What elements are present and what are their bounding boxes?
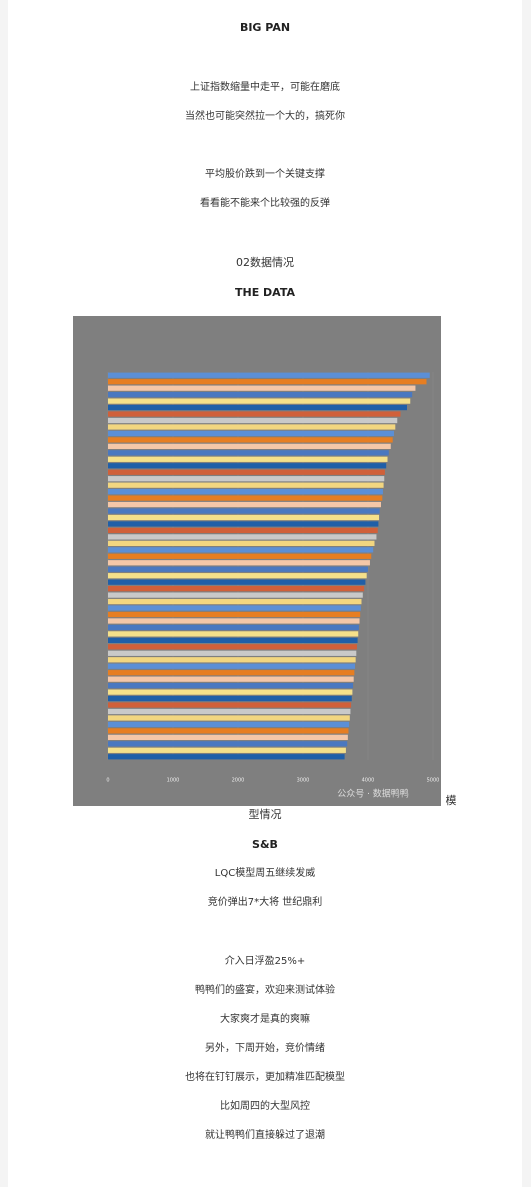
bar (108, 708, 351, 715)
bar (108, 450, 389, 456)
bar (108, 521, 379, 527)
bar (108, 644, 357, 650)
bar (108, 586, 365, 592)
bar (108, 508, 380, 514)
bar (108, 430, 394, 437)
bar (108, 495, 383, 501)
paragraph: 当然也可能突然拉一个大的，搞死你 (185, 111, 345, 122)
bar (108, 443, 391, 449)
paragraph: 竞价弹出7*大将 世纪鼎利 (207, 897, 323, 908)
watermark: 公众号 · 数据鸭鸭 (337, 788, 409, 800)
bar (108, 689, 353, 695)
x-tick-label: 2000 (232, 778, 245, 784)
bar (108, 379, 427, 385)
bar (108, 514, 380, 521)
bar (108, 747, 346, 753)
paragraph: 上证指数缩量中走平，可能在磨底 (190, 82, 340, 93)
x-tick-label: 5000 (427, 778, 440, 784)
bar (108, 657, 356, 663)
bar (108, 618, 360, 624)
bar (108, 702, 352, 708)
x-tick-label: 0 (106, 778, 109, 784)
bar (108, 476, 385, 482)
paragraph: 介入日浮盈25%+ (224, 956, 306, 967)
bar (108, 605, 361, 611)
section-heading: 型情况 (248, 808, 282, 821)
bar (108, 456, 388, 462)
chart-image: 公众号 · 数据鸭鸭 0 1000 2000 3000 4000 5000 (73, 316, 441, 806)
bar (108, 527, 378, 534)
article: BIG PAN 上证指数缩量中走平，可能在磨底 当然也可能突然拉一个大的，搞死你… (8, 0, 522, 1187)
paragraph: 大家爽才是真的爽嘛 (220, 1014, 310, 1025)
section-heading: 模 (445, 794, 457, 807)
paragraph: LQC模型周五继续发威 (214, 868, 316, 879)
bar (108, 501, 381, 508)
bar (108, 670, 355, 676)
paragraph: 就让鸭鸭们直接躲过了退潮 (205, 1130, 325, 1141)
bar (108, 734, 348, 740)
paragraph: 也将在钉钉展示，更加精准匹配模型 (185, 1072, 345, 1083)
bar (108, 611, 361, 618)
bar (108, 695, 352, 702)
bar (108, 663, 355, 669)
bar (108, 398, 411, 404)
bar (108, 650, 357, 656)
bar (108, 463, 387, 469)
paragraph: 比如周四的大型风控 (220, 1101, 310, 1112)
bar (108, 683, 354, 689)
bar (108, 392, 413, 398)
bar (108, 592, 363, 598)
paragraph: 另外，下周开始，竞价情绪 (205, 1043, 325, 1054)
bar (108, 637, 358, 643)
bar (108, 540, 375, 546)
bar (108, 721, 350, 728)
bar (108, 631, 359, 637)
title: BIG PAN (239, 21, 291, 34)
bar (108, 469, 385, 475)
bar (108, 598, 362, 605)
bar (108, 417, 398, 424)
bar (108, 534, 377, 540)
bar (108, 411, 401, 417)
x-tick-label: 3000 (297, 778, 310, 784)
bar (108, 624, 359, 631)
paragraph: 平均股价跌到一个关键支撑 (205, 169, 325, 180)
bar (108, 754, 345, 760)
bar (108, 579, 366, 585)
bar (108, 385, 416, 391)
bar (108, 741, 348, 747)
section-subheading: S&B (252, 838, 278, 851)
bar (108, 404, 407, 411)
bar (108, 566, 368, 572)
bar (108, 560, 370, 566)
x-tick-label: 1000 (167, 778, 180, 784)
bar (108, 482, 384, 488)
bar (108, 553, 372, 559)
bar (108, 573, 367, 579)
bar (108, 489, 383, 495)
section-subheading: THE DATA (234, 286, 295, 299)
bar (108, 676, 354, 682)
bar (108, 715, 350, 721)
paragraph: 看看能不能来个比较强的反弹 (200, 198, 330, 209)
section-heading: 02数据情况 (236, 256, 294, 269)
bar (108, 424, 396, 430)
bar (108, 728, 349, 734)
paragraph: 鸭鸭们的盛宴，欢迎来测试体验 (195, 985, 335, 996)
bar (108, 437, 393, 443)
bar (108, 547, 374, 553)
x-tick-label: 4000 (362, 778, 375, 784)
bar (108, 372, 430, 378)
